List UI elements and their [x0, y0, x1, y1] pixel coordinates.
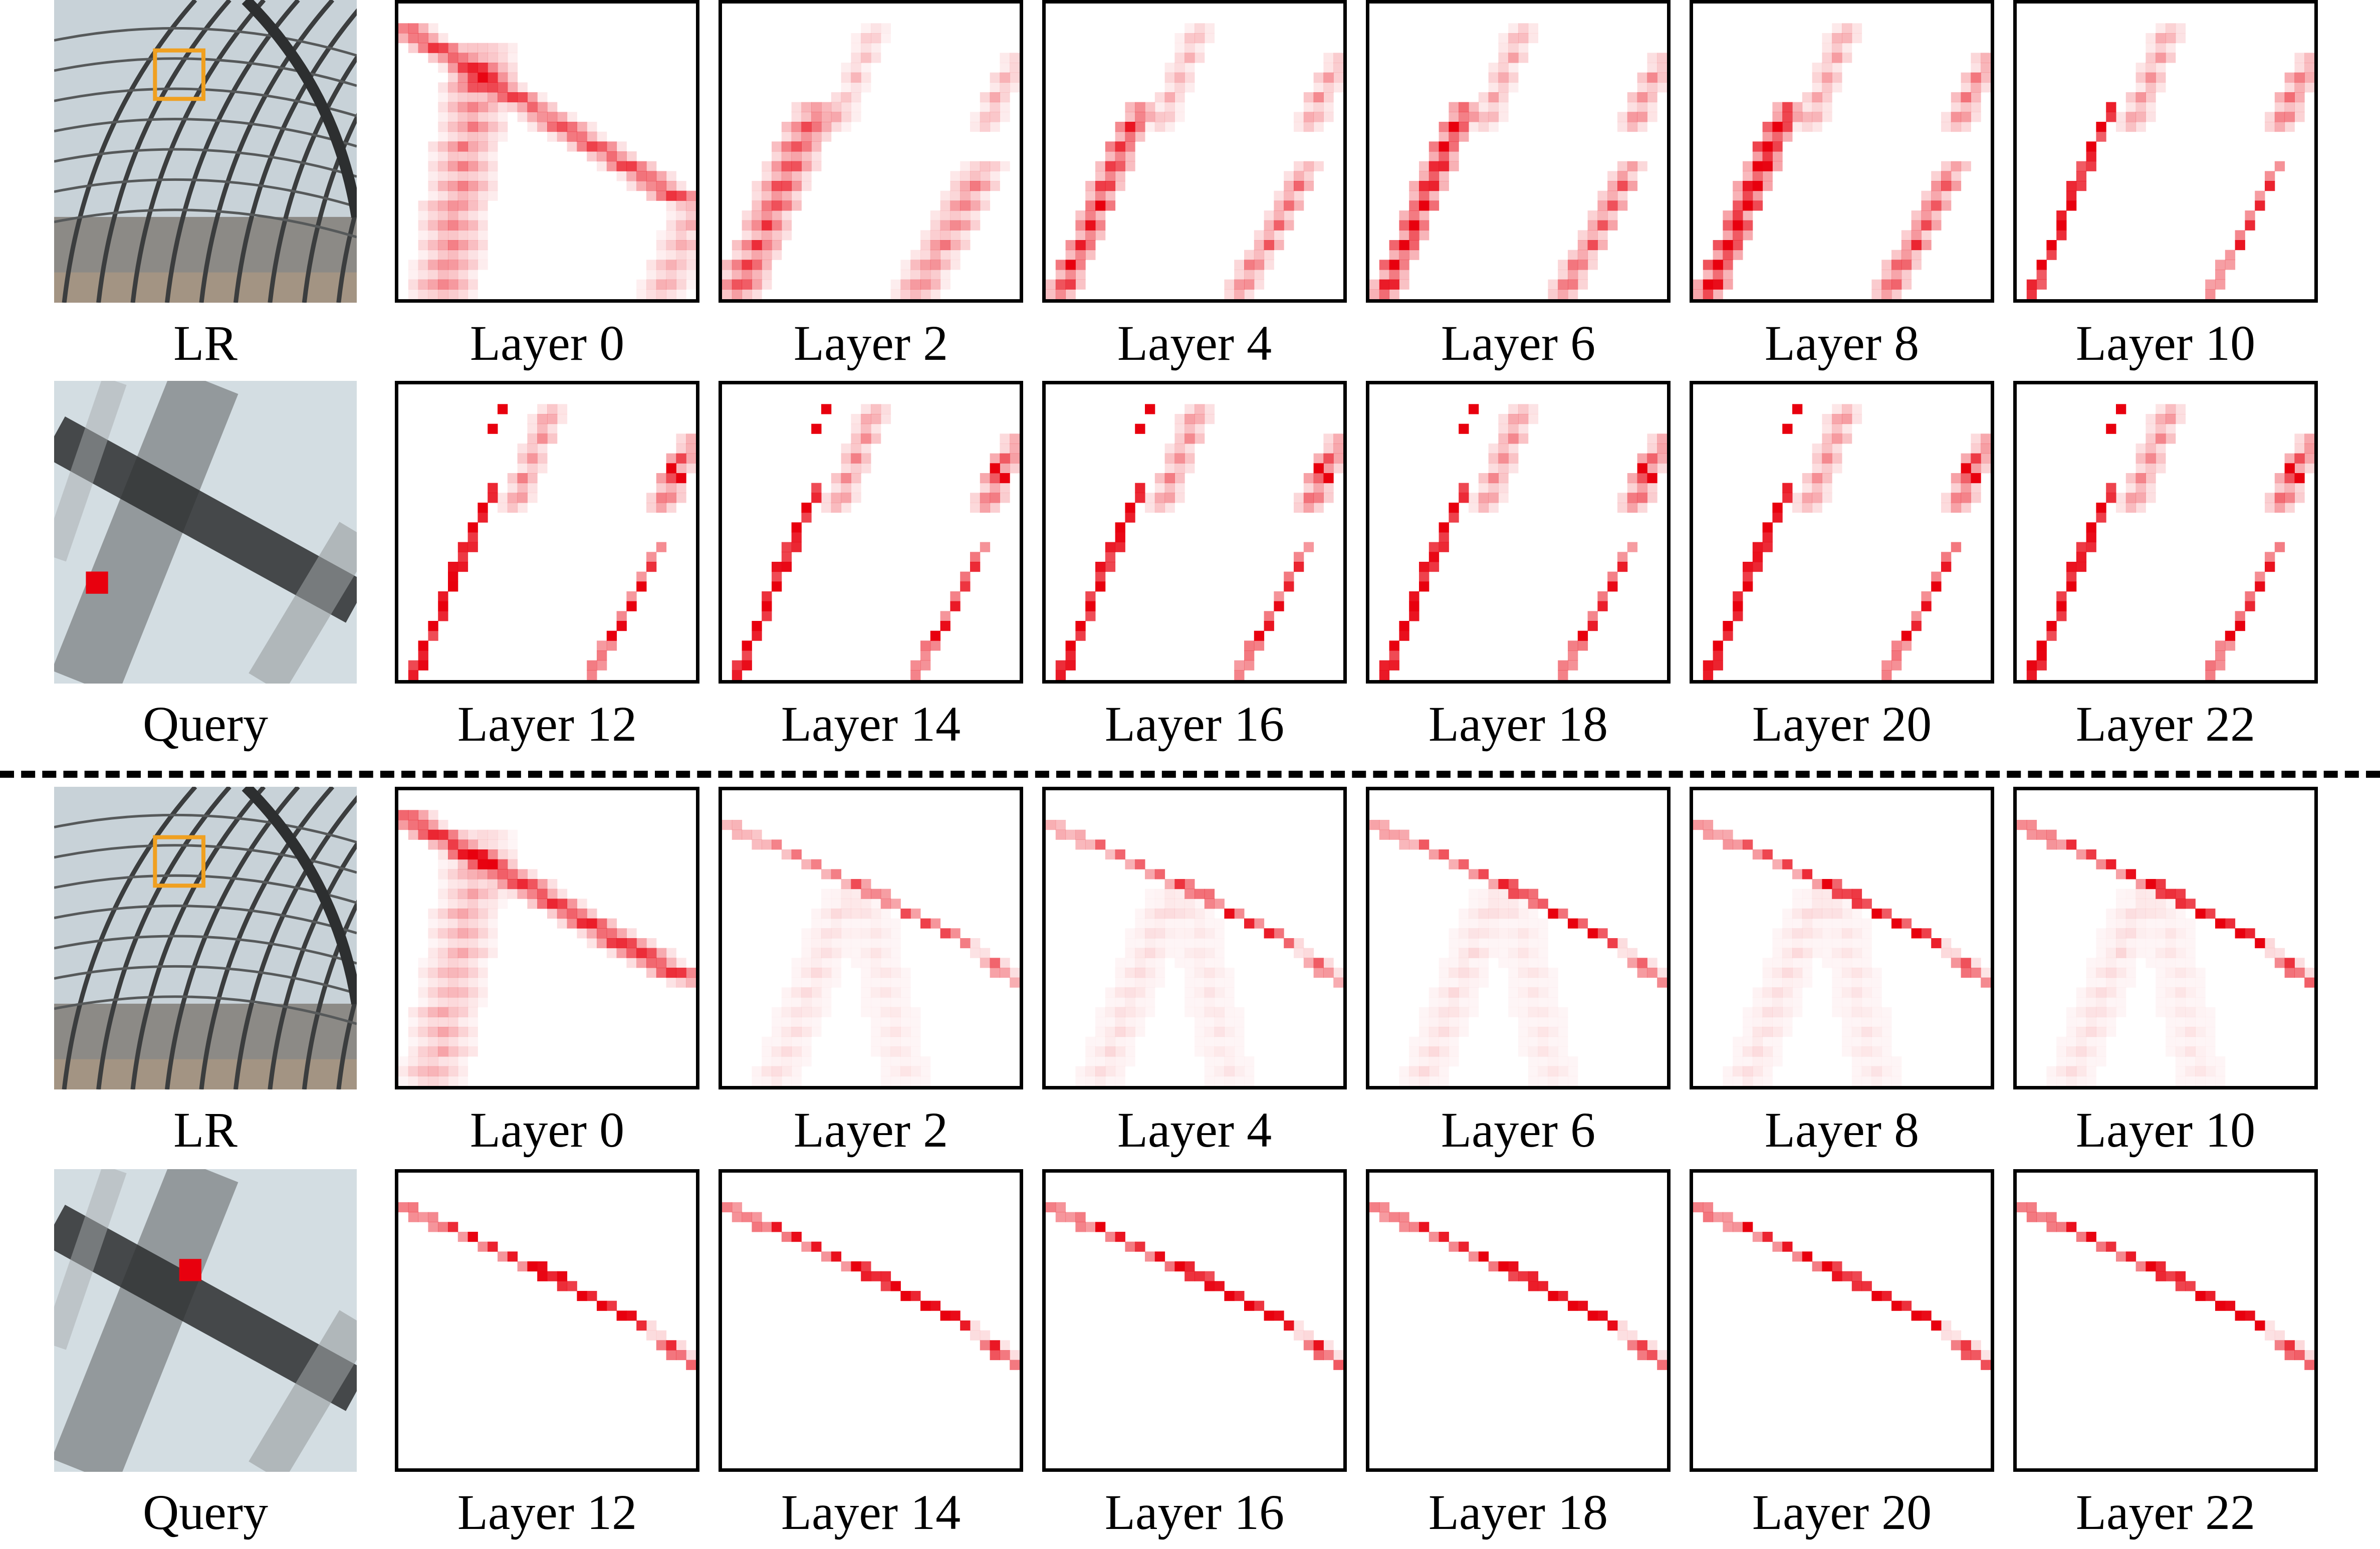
- lr-thumbnail-photo: [54, 787, 357, 1089]
- attention-map: [2013, 0, 2318, 303]
- attention-map: [2013, 787, 2318, 1089]
- layer-caption: Layer 18: [1428, 1484, 1608, 1540]
- attention-map: [1042, 381, 1347, 684]
- layer-caption: Layer 6: [1441, 1102, 1596, 1158]
- attention-map: [395, 381, 699, 684]
- layer-caption: Layer 12: [457, 696, 637, 752]
- attention-map: [1042, 787, 1347, 1089]
- attention-map: [395, 1169, 699, 1472]
- layer-caption: Layer 20: [1752, 696, 1932, 752]
- attention-map: [1366, 1169, 1671, 1472]
- layer-caption: Layer 8: [1764, 1102, 1920, 1158]
- layer-caption: Layer 0: [469, 1102, 625, 1158]
- side-image-caption: LR: [173, 315, 237, 371]
- attention-map: [1690, 0, 1994, 303]
- attention-map: [395, 787, 699, 1089]
- attention-map: [1690, 787, 1994, 1089]
- layer-caption: Layer 0: [469, 315, 625, 371]
- attention-map: [1366, 0, 1671, 303]
- layer-caption: Layer 2: [793, 315, 948, 371]
- layer-caption: Layer 4: [1117, 1102, 1272, 1158]
- layer-caption: Layer 22: [2075, 1484, 2256, 1540]
- attention-map: [719, 381, 1023, 684]
- lr-thumbnail-photo: [54, 0, 357, 303]
- attention-map: [2013, 1169, 2318, 1472]
- layer-caption: Layer 10: [2075, 315, 2256, 371]
- layer-caption: Layer 6: [1441, 315, 1596, 371]
- layer-caption: Layer 4: [1117, 315, 1272, 371]
- layer-caption: Layer 16: [1104, 696, 1285, 752]
- attention-map: [2013, 381, 2318, 684]
- layer-caption: Layer 20: [1752, 1484, 1932, 1540]
- attention-map: [719, 0, 1023, 303]
- query-zoom-photo: [54, 1169, 357, 1472]
- layer-caption: Layer 14: [781, 696, 961, 752]
- attention-map: [395, 0, 699, 303]
- group-divider: [0, 771, 2380, 778]
- attention-map: [1042, 0, 1347, 303]
- attention-map: [719, 1169, 1023, 1472]
- attention-map: [1042, 1169, 1347, 1472]
- layer-caption: Layer 8: [1764, 315, 1920, 371]
- layer-caption: Layer 12: [457, 1484, 637, 1540]
- layer-caption: Layer 14: [781, 1484, 961, 1540]
- layer-caption: Layer 2: [793, 1102, 948, 1158]
- attention-map: [1366, 381, 1671, 684]
- layer-caption: Layer 18: [1428, 696, 1608, 752]
- side-image-caption: Query: [143, 696, 268, 752]
- side-image-caption: LR: [173, 1102, 237, 1158]
- attention-map: [1690, 1169, 1994, 1472]
- attention-map: [719, 787, 1023, 1089]
- attention-map: [1690, 381, 1994, 684]
- query-zoom-photo: [54, 381, 357, 684]
- side-image-caption: Query: [143, 1484, 268, 1540]
- layer-caption: Layer 16: [1104, 1484, 1285, 1540]
- attention-map: [1366, 787, 1671, 1089]
- layer-caption: Layer 10: [2075, 1102, 2256, 1158]
- layer-caption: Layer 22: [2075, 696, 2256, 752]
